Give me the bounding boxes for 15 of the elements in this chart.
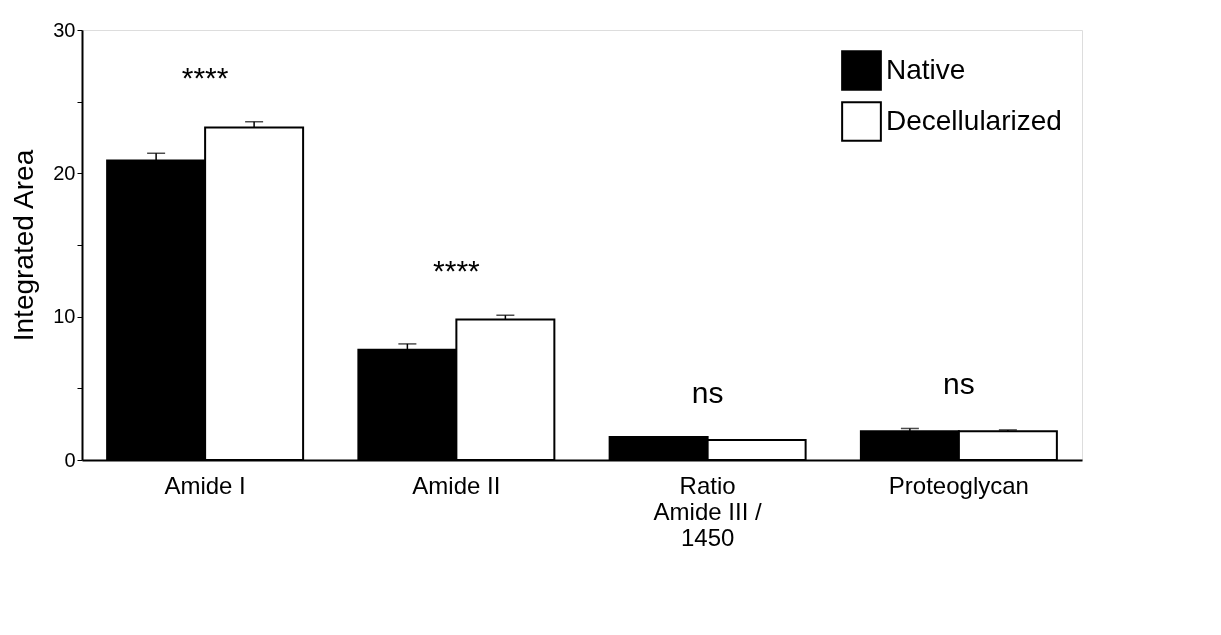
legend-label: Native (886, 53, 966, 85)
legend-label: Decellularized (886, 104, 1062, 136)
y-tick-label: 30 (53, 18, 76, 41)
x-tick-label: Amide I (164, 471, 246, 499)
y-axis-title: Integrated Area (8, 149, 40, 342)
y-tick-label: 10 (53, 305, 76, 328)
x-tick-label: Proteoglycan (888, 471, 1029, 499)
y-tick-label: 20 (53, 161, 76, 184)
annotation: **** (433, 254, 481, 288)
annotation: ns (943, 367, 975, 401)
annotation: **** (181, 60, 229, 94)
x-tick-label: Amide II (412, 471, 501, 499)
y-tick-label: 0 (64, 448, 76, 471)
annotation: ns (691, 376, 724, 410)
x-tick-label: Ratio Amide III / 1450 (653, 471, 762, 551)
